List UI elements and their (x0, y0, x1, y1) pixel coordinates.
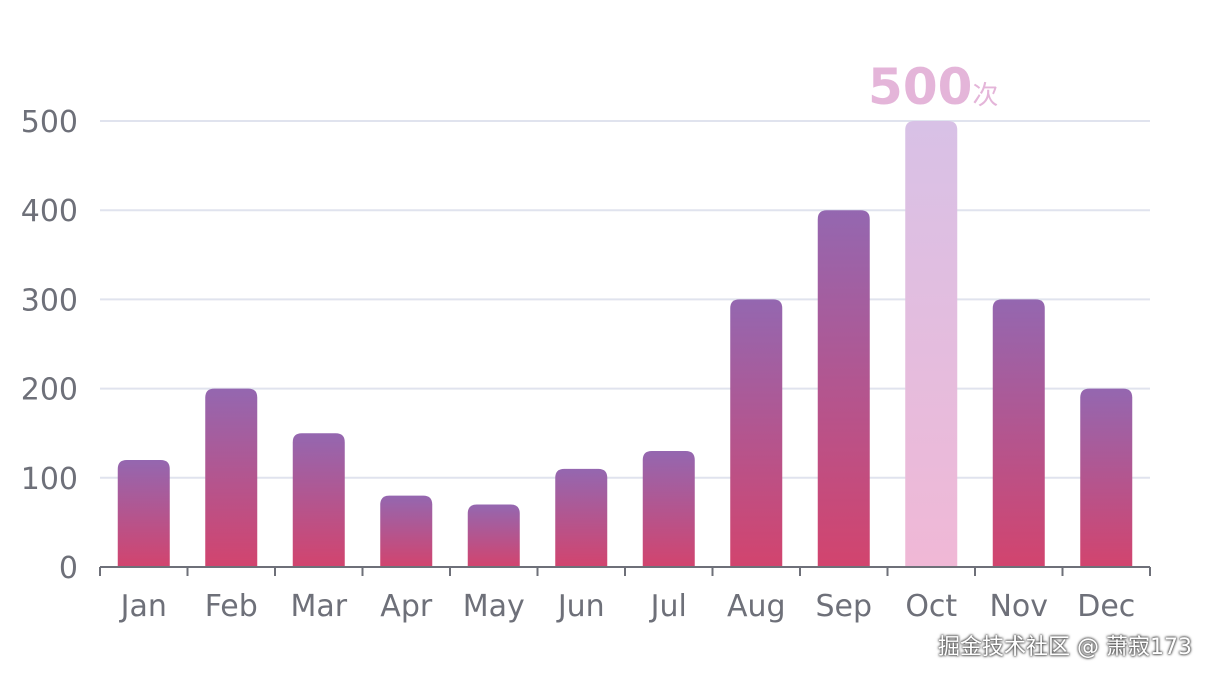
x-tick-label: Nov (989, 589, 1048, 624)
bar-jul (642, 451, 695, 567)
y-tick-label: 200 (21, 373, 78, 408)
x-tick-label: Dec (1077, 589, 1135, 624)
bar-nov (992, 299, 1045, 567)
y-tick-label: 500 (21, 105, 78, 140)
x-tick-label: Mar (290, 589, 347, 624)
y-tick-label: 300 (21, 283, 78, 318)
y-axis-labels: 0 100 200 300 400 500 (21, 105, 78, 586)
bar-aug (730, 299, 783, 567)
x-tick-label: Feb (205, 589, 258, 624)
bar-feb (205, 388, 258, 567)
x-tick-label: Oct (905, 589, 957, 624)
highlight-value-label: 500次 (868, 58, 998, 116)
bar-may (467, 504, 520, 567)
x-tick-label: Sep (815, 589, 872, 624)
x-axis (99, 566, 1151, 576)
bars (117, 121, 1133, 567)
bar-apr (380, 495, 433, 567)
y-tick-label: 0 (59, 551, 78, 586)
bar-jun (555, 468, 608, 567)
gridlines (100, 120, 1150, 479)
highlight-value: 500 (868, 58, 972, 116)
highlight-unit: 次 (972, 81, 998, 111)
x-tick-label: Apr (380, 589, 433, 624)
watermark: 掘金技术社区 @ 萧寂173 (938, 635, 1192, 660)
bar-jan (117, 459, 170, 567)
x-tick-label: Jan (119, 589, 167, 624)
x-tick-label: May (463, 589, 525, 624)
bar-oct (905, 121, 958, 567)
x-tick-label: Jun (556, 589, 605, 624)
x-tick-label: Aug (727, 589, 786, 624)
bar-dec (1080, 388, 1133, 567)
x-tick-label: Jul (649, 589, 687, 624)
bar-sep (817, 210, 870, 567)
bar-mar (292, 433, 345, 567)
x-axis-labels: Jan Feb Mar Apr May Jun Jul Aug Sep Oct Nov Dec (119, 589, 1136, 624)
y-tick-label: 400 (21, 194, 78, 229)
y-tick-label: 100 (21, 462, 78, 497)
